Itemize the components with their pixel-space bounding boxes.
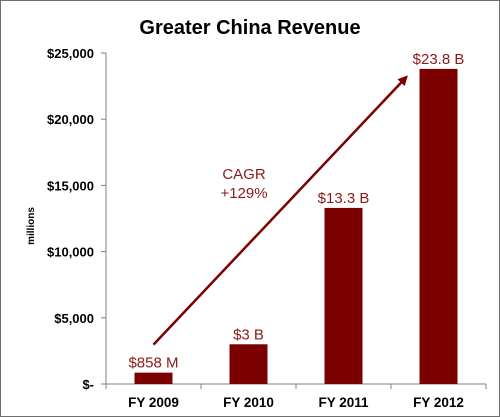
- data-label: $13.3 B: [318, 190, 370, 207]
- chart-title: Greater China Revenue: [139, 17, 360, 39]
- x-tick-label: FY 2012: [413, 395, 464, 410]
- cagr-arrow: [152, 75, 408, 346]
- data-labels: $858 M $3 B $13.3 B $23.8 B: [128, 51, 464, 372]
- x-tick-label: FY 2009: [128, 395, 179, 410]
- x-tick-label: FY 2011: [318, 395, 369, 410]
- bar: [419, 68, 458, 384]
- cagr-annotation-line-2: +129%: [220, 185, 267, 202]
- bar: [324, 207, 363, 384]
- data-label: $23.8 B: [413, 51, 465, 68]
- y-tick-label: $15,000: [47, 178, 94, 193]
- y-tick-label: $10,000: [47, 245, 94, 260]
- y-tick-label: $25,000: [47, 46, 94, 61]
- axes: $- $5,000 $10,000 $15,000 $20,000 $25,000 FY 2…: [47, 46, 487, 410]
- data-label: $858 M: [128, 355, 178, 372]
- bar: [134, 372, 173, 384]
- x-tick-label: FY 2010: [223, 395, 274, 410]
- cagr-annotation-line-1: CAGR: [222, 166, 266, 183]
- y-tick-label: $5,000: [54, 311, 94, 326]
- y-tick-label: $20,000: [47, 112, 94, 127]
- bars: [134, 68, 458, 384]
- data-label: $3 B: [233, 326, 264, 343]
- y-tick-label: $-: [82, 377, 94, 392]
- y-axis-label: millions: [26, 207, 37, 245]
- bar: [229, 344, 268, 384]
